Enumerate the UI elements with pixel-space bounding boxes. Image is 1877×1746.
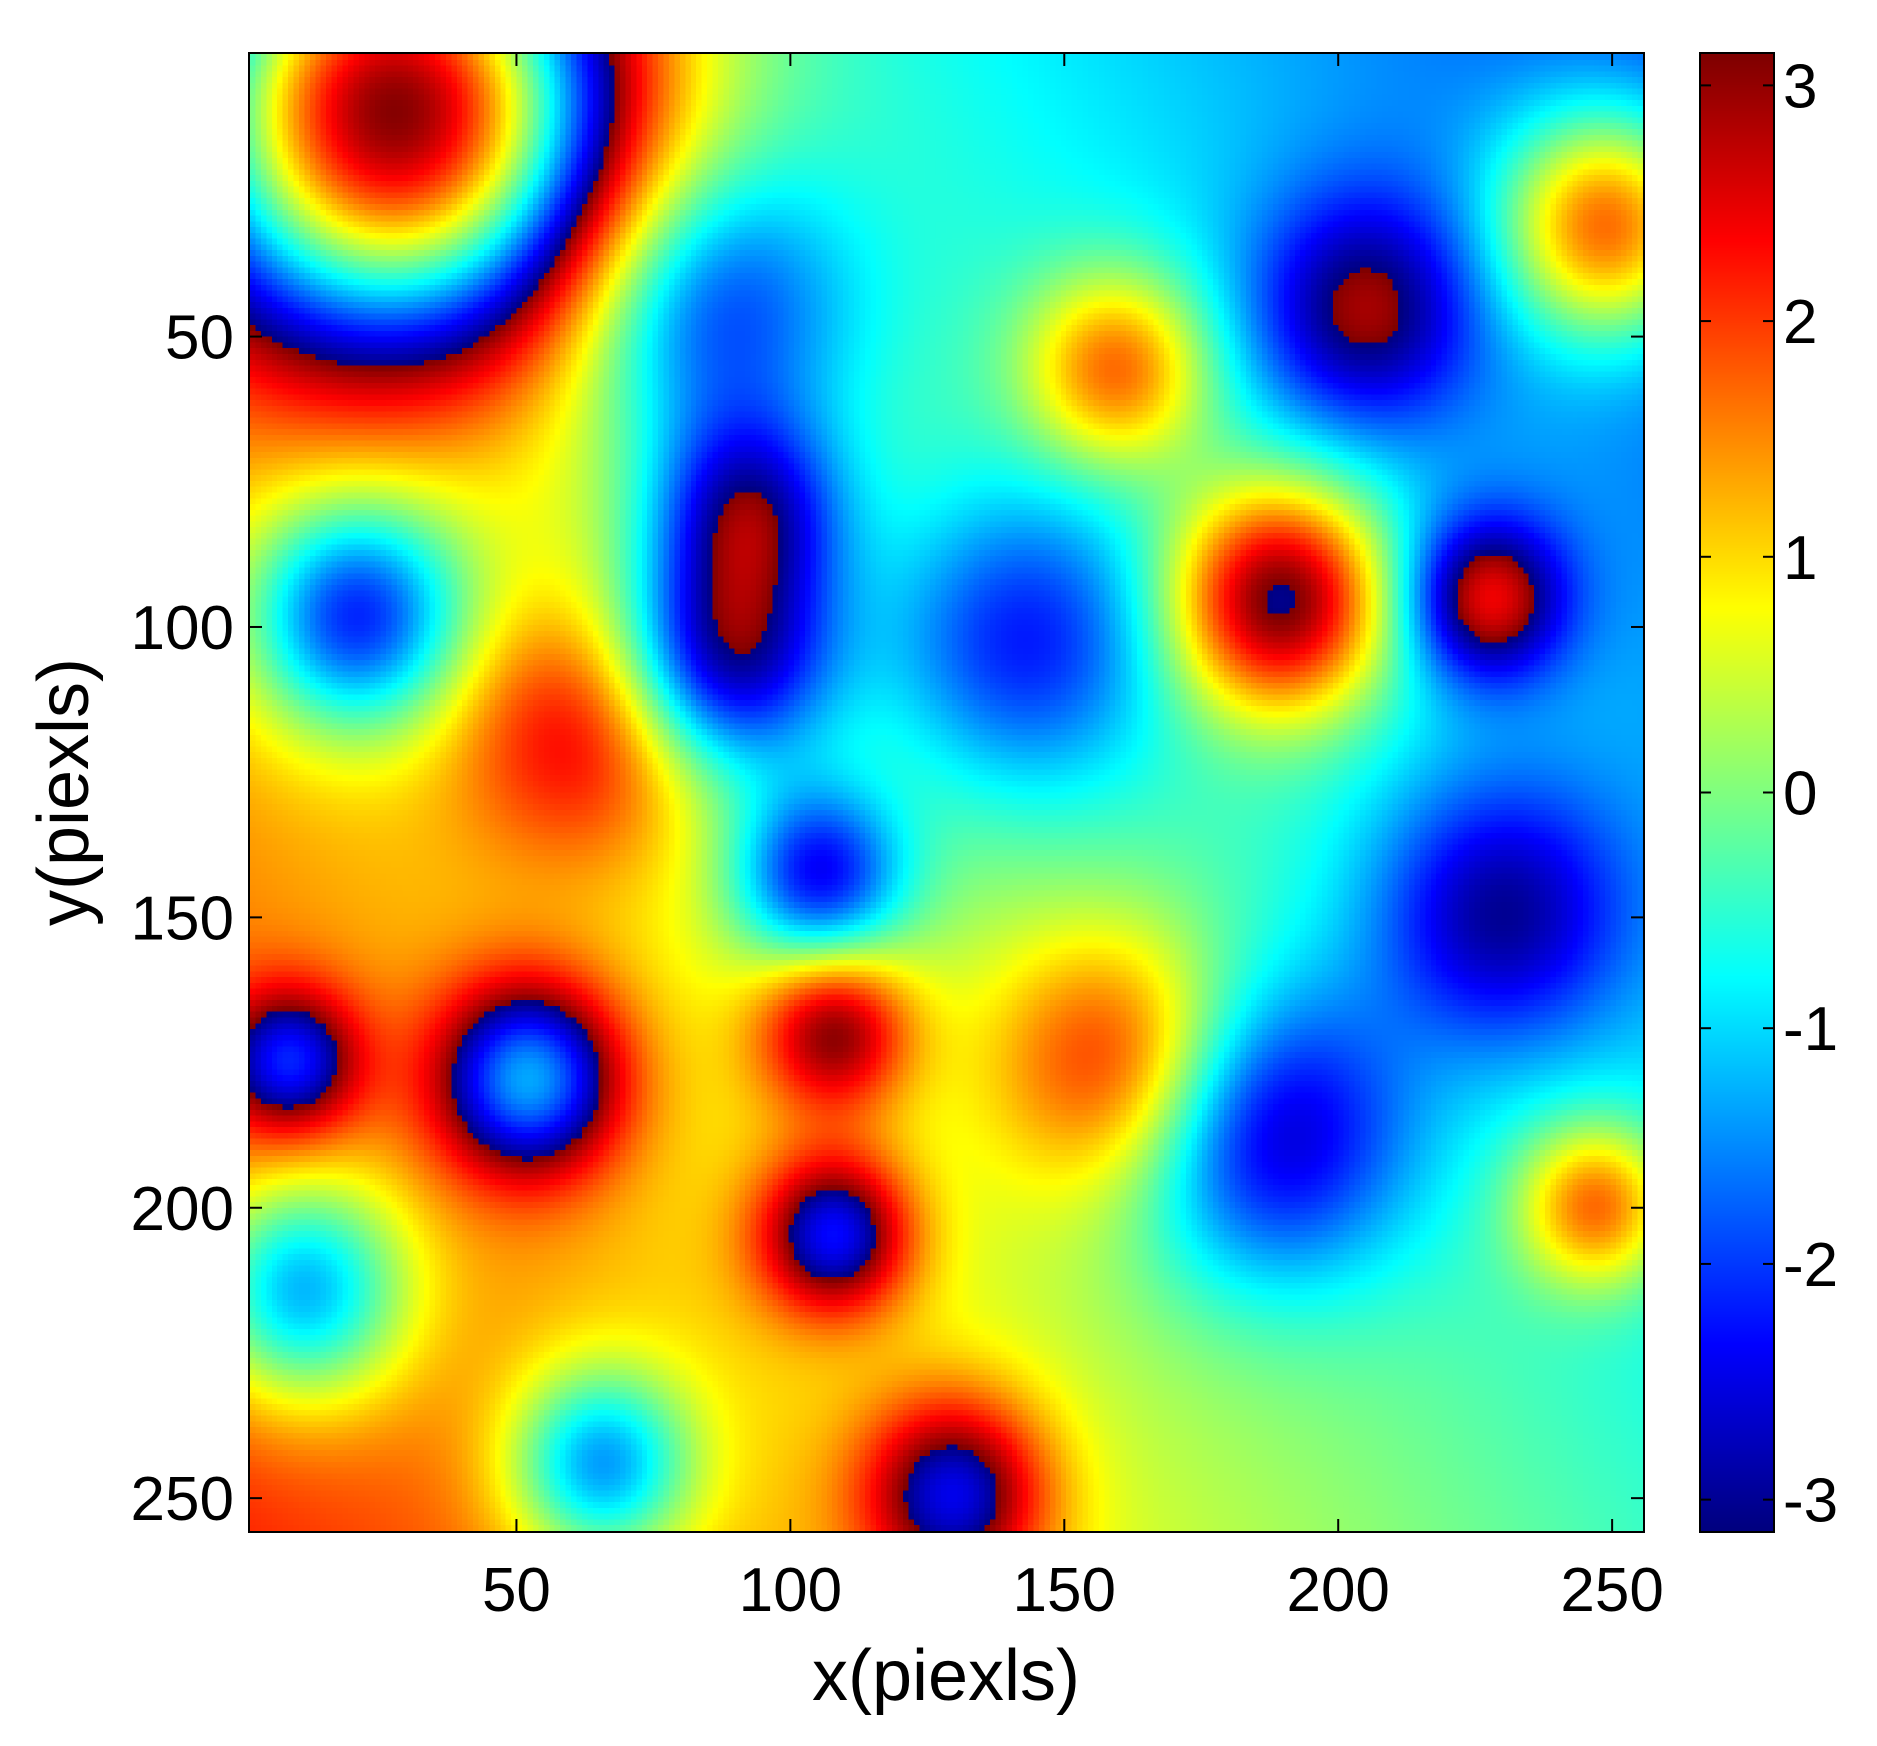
x-tick-label-100: 100 (739, 1556, 842, 1625)
y-tick-label-150: 150 (131, 884, 234, 953)
y-tick-label-200: 200 (131, 1175, 234, 1244)
phase-heatmap-image (250, 54, 1643, 1531)
colorbar-tick-label--3: -3 (1783, 1467, 1838, 1536)
colorbar-tick-label--1: -1 (1783, 995, 1838, 1064)
x-tick-label-150: 150 (1013, 1556, 1116, 1625)
x-tick-label-200: 200 (1286, 1556, 1389, 1625)
x-tick-label-50: 50 (482, 1556, 551, 1625)
y-tick-label-50: 50 (165, 304, 234, 373)
colorbar-gradient (1701, 54, 1773, 1531)
heatmap-plot-area (248, 52, 1645, 1533)
y-tick-label-250: 250 (131, 1465, 234, 1534)
colorbar-tick-label-3: 3 (1783, 52, 1817, 121)
colorbar-tick-label-1: 1 (1783, 524, 1817, 593)
colorbar-tick-label-2: 2 (1783, 288, 1817, 357)
colorbar-tick-label-0: 0 (1783, 760, 1817, 829)
x-axis-label: x(piexls) (812, 1636, 1080, 1716)
y-axis-label: y(piexls) (24, 658, 104, 926)
colorbar-tick-label--2: -2 (1783, 1231, 1838, 1300)
colorbar (1699, 52, 1775, 1533)
x-tick-label-250: 250 (1560, 1556, 1663, 1625)
y-tick-label-100: 100 (131, 594, 234, 663)
